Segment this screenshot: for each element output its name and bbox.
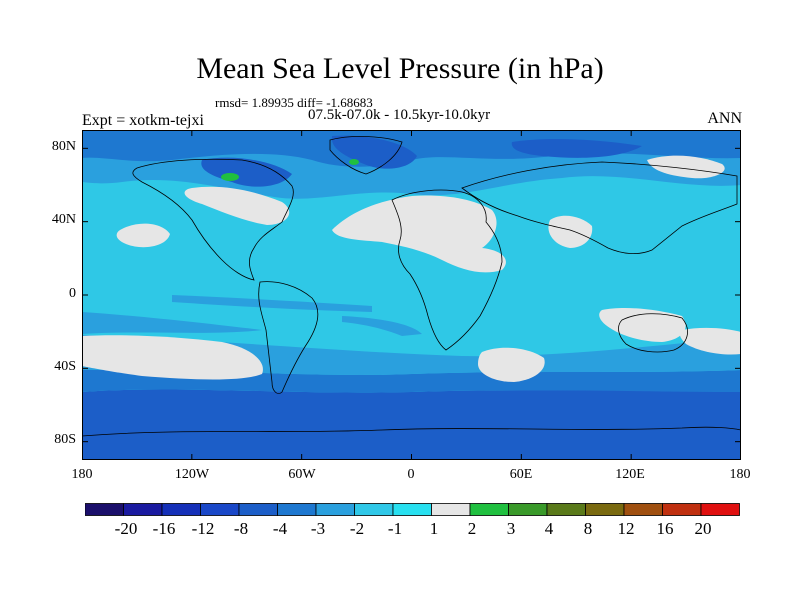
colorbar-box [277, 503, 317, 516]
atlantic-africa-neutral [332, 195, 506, 273]
lon-label: 60W [288, 467, 316, 482]
colorbar-box [354, 503, 394, 516]
colorbar-label: 20 [694, 519, 712, 538]
experiment-label: Expt = xotkm-tejxi [82, 112, 204, 129]
lat-label: 80S [54, 432, 76, 447]
positive-anomaly [349, 159, 359, 165]
north-america-neutral [184, 186, 290, 225]
colorbar-box [585, 503, 625, 516]
colorbar-label: -20 [114, 519, 138, 538]
season-label: ANN [707, 110, 742, 127]
colorbar-box [469, 503, 509, 516]
pressure-map [82, 130, 741, 460]
lat-label: 40N [51, 212, 76, 227]
arabia-neutral [548, 215, 593, 248]
lon-label: 0 [407, 467, 415, 482]
southern-indian-neutral [679, 327, 741, 355]
colorbar [85, 503, 740, 516]
equatorial-streak [172, 295, 372, 312]
lon-label: 120E [615, 467, 645, 482]
colorbar-label: -1 [387, 519, 403, 538]
coastlines [82, 135, 741, 437]
colorbar-label: 3 [506, 519, 516, 538]
lat-label: 0 [69, 286, 76, 301]
colorbar-label: -16 [152, 519, 176, 538]
lat-label: 40S [54, 359, 76, 374]
lon-label: 120W [174, 467, 210, 482]
arctic-mid [82, 130, 741, 167]
north-pacific-neutral [116, 223, 170, 248]
colorbar-label: 12 [617, 519, 635, 538]
colorbar-box [431, 503, 471, 516]
south-pacific-patch [82, 312, 262, 334]
lat-label: 80N [51, 139, 76, 154]
colorbar-label: -12 [191, 519, 215, 538]
southern-ocean-band [82, 389, 741, 460]
south-pacific-neutral [82, 335, 263, 380]
colorbar-label: 8 [583, 519, 593, 538]
colorbar-box [238, 503, 278, 516]
period-text: 07.5k-07.0k - 10.5kyr-10.0kyr [308, 107, 491, 123]
colorbar-box [546, 503, 586, 516]
colorbar-box [85, 503, 124, 516]
colorbar-box [123, 503, 163, 516]
greenland-low [331, 135, 417, 169]
axis-ticks [82, 130, 741, 460]
australia-neutral [599, 308, 686, 342]
colorbar-label: 16 [656, 519, 674, 538]
siberia-low [511, 139, 642, 158]
colorbar-label: -4 [272, 519, 288, 538]
colorbar-label: -2 [349, 519, 365, 538]
colorbar-box [508, 503, 548, 516]
colorbar-label: -8 [233, 519, 249, 538]
colorbar-box [315, 503, 355, 516]
positive-anomaly [221, 173, 239, 181]
colorbar-box [161, 503, 201, 516]
colorbar-box [662, 503, 702, 516]
asia-neutral [647, 155, 725, 179]
colorbar-label: 2 [467, 519, 477, 538]
stats-text: rmsd= 1.89935 diff= -1.68683 [215, 95, 373, 110]
colorbar-box [200, 503, 240, 516]
colorbar-box [700, 503, 740, 516]
colorbar-label: -3 [310, 519, 326, 538]
colorbar-label: 4 [544, 519, 554, 538]
south-atlantic-neutral [478, 347, 545, 382]
colorbar-label: 1 [429, 519, 439, 538]
plot-title: Mean Sea Level Pressure (in hPa) [196, 52, 604, 85]
lon-label: 180 [71, 467, 93, 482]
lon-label: 60E [509, 467, 533, 482]
colorbar-box [623, 503, 663, 516]
equatorial-streak [342, 316, 422, 336]
lon-label: 180 [729, 467, 751, 482]
colorbar-box [392, 503, 432, 516]
